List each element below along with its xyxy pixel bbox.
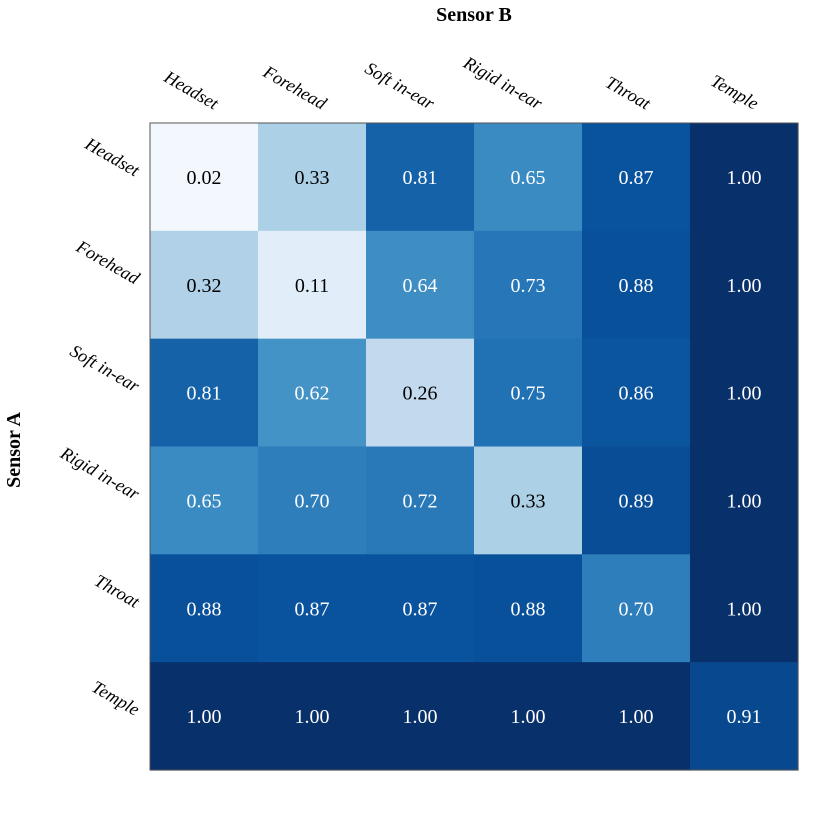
heatmap-cell-r1-c3 xyxy=(474,230,583,340)
cell-value-label: 1.00 xyxy=(727,383,762,405)
cell-value-label: 0.64 xyxy=(403,275,438,297)
y-tick-labels: Headset Forehead Soft in-ear Rigid in-ear Th… xyxy=(56,133,144,719)
cell-value-label: 0.87 xyxy=(619,167,654,189)
cell-value-label: 0.73 xyxy=(511,275,546,297)
y-tick-label: Rigid in-ear xyxy=(56,442,143,504)
y-tick-label: Temple xyxy=(89,677,143,720)
cell-value-label: 0.88 xyxy=(619,275,654,297)
x-tick-label: Throat xyxy=(602,72,655,114)
heatmap-cell-r4-c2 xyxy=(366,554,475,663)
cell-value-label: 0.33 xyxy=(295,167,330,189)
cell-value-label: 0.70 xyxy=(619,598,654,620)
cell-value-label: 0.70 xyxy=(295,490,330,512)
cell-value-label: 0.89 xyxy=(619,490,654,512)
heatmap-cell-r0-c5 xyxy=(690,123,799,232)
heatmap-cell-r1-c4 xyxy=(582,230,691,340)
heatmap-cell-r5-c5 xyxy=(690,662,799,771)
x-tick-label: Forehead xyxy=(259,61,331,114)
heatmap-cell-r4-c4 xyxy=(582,554,691,663)
heatmap-cell-r3-c5 xyxy=(690,446,799,555)
heatmap-cell-r5-c3 xyxy=(474,662,583,771)
heatmap-cell-r0-c0 xyxy=(150,123,259,232)
cell-value-label: 1.00 xyxy=(727,490,762,512)
heatmap-cell-r1-c5 xyxy=(690,230,799,340)
x-tick-label: Headset xyxy=(160,66,223,114)
heatmap-cell-r3-c4 xyxy=(582,446,691,555)
cell-value-label: 1.00 xyxy=(619,706,654,728)
x-axis-title: Sensor B xyxy=(436,4,512,26)
heatmap-cell-r3-c1 xyxy=(258,446,367,555)
heatmap-cell-r1-c1 xyxy=(258,230,367,340)
cell-value-label: 0.87 xyxy=(295,598,330,620)
cell-value-label: 0.88 xyxy=(511,598,546,620)
heatmap-cell-r1-c2 xyxy=(366,230,475,340)
heatmap-cell-r2-c4 xyxy=(582,338,691,448)
heatmap-cell-r5-c2 xyxy=(366,662,475,771)
heatmap-cell-r3-c0 xyxy=(150,446,259,555)
heatmap-cell-r4-c0 xyxy=(150,554,259,663)
cell-value-label: 1.00 xyxy=(511,706,546,728)
heatmap-cell-r3-c2 xyxy=(366,446,475,555)
x-tick-label: Temple xyxy=(708,70,762,113)
cell-value-label: 0.32 xyxy=(187,275,222,297)
cell-value-label: 0.62 xyxy=(295,383,330,405)
heatmap-cell-r4-c3 xyxy=(474,554,583,663)
cell-value-label: 1.00 xyxy=(187,706,222,728)
cell-value-label: 0.65 xyxy=(187,490,222,512)
cell-value-label: 0.33 xyxy=(511,490,546,512)
cell-value-label: 0.81 xyxy=(187,383,222,405)
cell-value-label: 0.91 xyxy=(727,706,762,728)
x-tick-labels: Headset Forehead Soft in-ear Rigid in-ear Th… xyxy=(160,52,762,114)
cells-layer xyxy=(150,123,799,771)
cell-value-label: 0.72 xyxy=(403,490,438,512)
heatmap-cell-r2-c5 xyxy=(690,338,799,448)
heatmap-cell-r0-c3 xyxy=(474,123,583,232)
heatmap-cell-r5-c4 xyxy=(582,662,691,771)
y-tick-label: Forehead xyxy=(72,236,144,289)
y-tick-label: Soft in-ear xyxy=(67,340,144,396)
x-tick-label: Rigid in-ear xyxy=(459,52,546,114)
y-axis-title: Sensor A xyxy=(3,412,25,488)
heatmap-cell-r5-c0 xyxy=(150,662,259,771)
plot-frame xyxy=(149,122,799,771)
heatmap-cell-r2-c3 xyxy=(474,338,583,448)
y-tick-label: Throat xyxy=(91,570,144,612)
cell-value-label: 1.00 xyxy=(727,275,762,297)
cell-value-label: 0.88 xyxy=(187,598,222,620)
heatmap-cell-r0-c2 xyxy=(366,123,475,232)
heatmap-cell-r2-c2 xyxy=(366,338,475,448)
cell-value-label: 0.81 xyxy=(403,167,438,189)
heatmap-cell-r1-c0 xyxy=(150,230,259,340)
cell-value-label: 0.26 xyxy=(403,383,438,405)
heatmap-cell-r4-c5 xyxy=(690,554,799,663)
cell-labels-layer: 0.02 0.33 0.81 0.65 0.87 1.00 0.32 0.11 0.64 0.73… xyxy=(187,167,762,728)
cell-value-label: 0.02 xyxy=(187,167,222,189)
cell-value-label: 1.00 xyxy=(727,167,762,189)
heatmap-cell-r2-c0 xyxy=(150,338,259,448)
heatmap-cell-r0-c1 xyxy=(258,123,367,232)
heatmap-cell-r0-c4 xyxy=(582,123,691,232)
cell-value-label: 0.86 xyxy=(619,383,654,405)
cell-value-label: 0.11 xyxy=(295,275,329,297)
y-tick-label: Headset xyxy=(81,133,144,181)
cell-value-label: 0.75 xyxy=(511,383,546,405)
cell-value-label: 1.00 xyxy=(727,598,762,620)
heatmap-cell-r2-c1 xyxy=(258,338,367,448)
heatmap-cell-r5-c1 xyxy=(258,662,367,771)
heatmap-cell-r4-c1 xyxy=(258,554,367,663)
cell-value-label: 1.00 xyxy=(403,706,438,728)
cell-value-label: 0.65 xyxy=(511,167,546,189)
x-tick-label: Soft in-ear xyxy=(362,58,439,114)
cell-value-label: 0.87 xyxy=(403,598,438,620)
cell-value-label: 1.00 xyxy=(295,706,330,728)
heatmap-cell-r3-c3 xyxy=(474,446,583,555)
